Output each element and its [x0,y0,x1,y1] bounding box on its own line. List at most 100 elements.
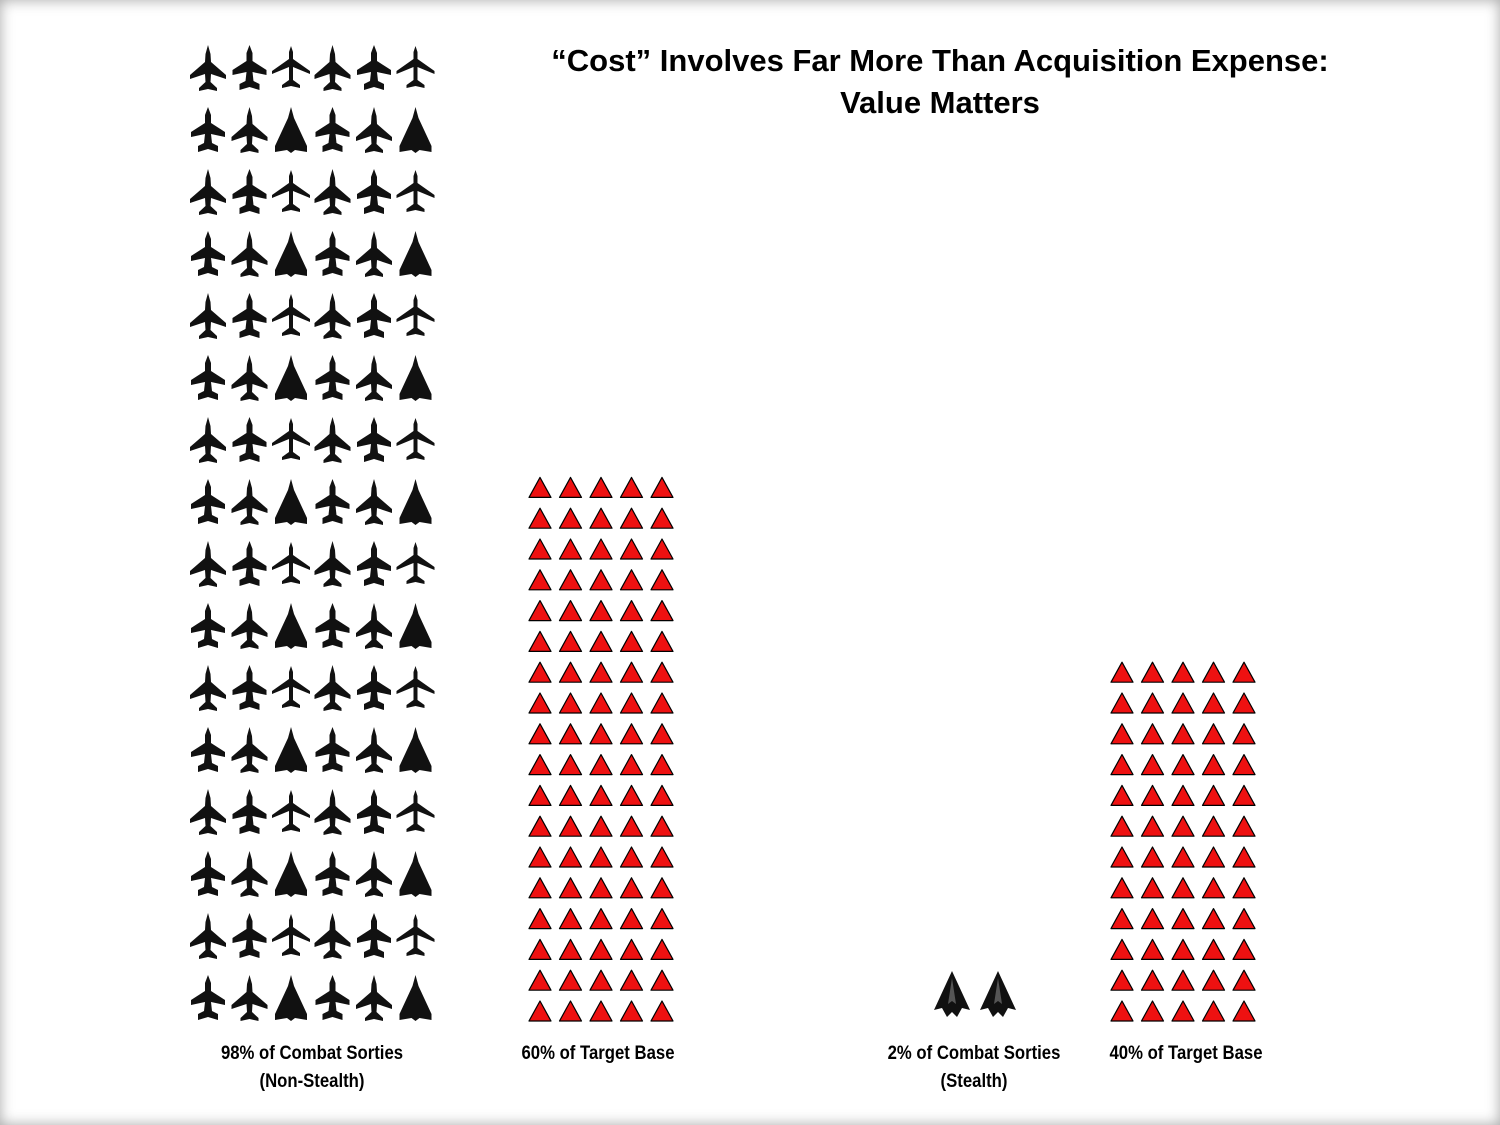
category-label-3: 2% of Combat Sorties (Stealth) [851,1040,1097,1096]
aircraft-icon [191,107,225,152]
target-triangle-icon [1232,661,1256,683]
target-triangle-icon [528,1000,552,1022]
target-triangle-icon [650,784,674,807]
target-triangle-icon [528,723,552,745]
category-label-1-line-2: (Non-Stealth) [259,1071,365,1092]
target-triangle-icon [619,815,644,837]
aircraft-icon [357,169,391,214]
aircraft-icon [231,727,268,773]
aircraft-icon [190,169,226,215]
aircraft-icon [315,727,350,772]
target-triangle-icon [1140,969,1165,991]
aircraft-icon [190,45,226,91]
target-triangle-icon [558,969,583,991]
target-triangle-icon [1110,815,1134,837]
target-triangle-icon [1201,907,1226,930]
target-triangle-icon [1232,692,1256,714]
aircraft-icon [231,975,268,1021]
target-triangle-icon [1232,723,1256,745]
aircraft-icon [190,665,226,711]
target-triangle-icon [650,753,674,776]
target-triangle-icon [558,784,583,807]
target-triangle-icon [619,907,644,930]
aircraft-icon [356,107,392,153]
target-triangle-icon [1201,661,1226,683]
target-triangle-icon [558,476,583,498]
category-label-2-line-1: 60% of Target Base [521,1043,675,1064]
aircraft-icon [315,851,350,896]
aircraft-icon [314,169,351,215]
aircraft-icon [190,541,226,587]
target-triangle-icon [619,507,644,529]
aircraft-icon [232,665,267,710]
target-triangle-icon [589,753,613,776]
aircraft-icon [275,355,307,401]
target-triangle-icon [1171,907,1195,930]
aircraft-icon [191,355,225,400]
target-triangle-icon [1201,692,1226,714]
target-triangle-icon [1232,784,1256,807]
aircraft-icon [399,603,432,649]
aircraft-icon [275,603,307,649]
target-triangle-icon [1140,877,1165,899]
aircraft-icon [399,479,432,525]
target-triangle-icon [528,846,552,868]
aircraft-icon [232,45,267,90]
target-triangle-icon [1171,938,1195,961]
target-triangle-icon [1201,753,1226,776]
aircraft-icon [357,789,391,834]
target-triangle-icon [650,938,674,961]
stealth-aircraft-icon [980,971,1016,1017]
target-triangle-icon [619,784,644,807]
aircraft-icon [314,45,351,91]
aircraft-icon [232,293,267,338]
target-triangle-icon [619,723,644,745]
bar-non-stealth-sorties [190,45,435,1021]
target-triangle-icon [558,815,583,837]
aircraft-icon [357,913,391,958]
target-triangle-icon [558,507,583,529]
aircraft-icon [232,541,267,586]
target-triangle-icon [558,1000,583,1022]
target-triangle-icon [589,538,613,560]
target-triangle-icon [1140,723,1165,745]
chart-title-line-1: “Cost” Involves Far More Than Acquisitio… [551,43,1329,78]
target-triangle-icon [528,538,552,560]
aircraft-icon [396,170,435,212]
target-triangle-icon [589,661,613,683]
aircraft-icon [314,541,351,587]
aircraft-icon [272,914,310,956]
target-triangle-icon [528,938,552,961]
category-label-1: 98% of Combat Sorties (Non-Stealth) [189,1040,435,1096]
target-triangle-icon [558,938,583,961]
aircraft-icon [232,169,267,214]
target-triangle-icon [619,969,644,991]
aircraft-icon [315,479,350,524]
aircraft-icon [396,418,435,460]
target-triangle-icon [589,969,613,991]
aircraft-icon [399,107,432,153]
target-triangle-icon [1232,877,1256,899]
target-triangle-icon [1171,877,1195,899]
target-triangle-icon [650,476,674,498]
target-triangle-icon [1201,784,1226,807]
target-triangle-icon [1171,723,1195,745]
target-triangle-icon [1140,815,1165,837]
aircraft-icon [190,913,226,959]
target-triangle-icon [558,877,583,899]
target-triangle-icon [1201,815,1226,837]
target-triangle-icon [650,692,674,714]
target-triangle-icon [1201,723,1226,745]
target-triangle-icon [589,784,613,807]
aircraft-icon [275,479,307,525]
target-triangle-icon [1201,969,1226,991]
target-triangle-icon [528,599,552,622]
target-triangle-icon [650,1000,674,1022]
target-triangle-icon [528,784,552,807]
aircraft-icon [314,665,351,711]
aircraft-icon [231,107,268,153]
bar-target-base-60 [528,476,674,1022]
aircraft-icon [356,603,392,649]
target-triangle-icon [1140,1000,1165,1022]
